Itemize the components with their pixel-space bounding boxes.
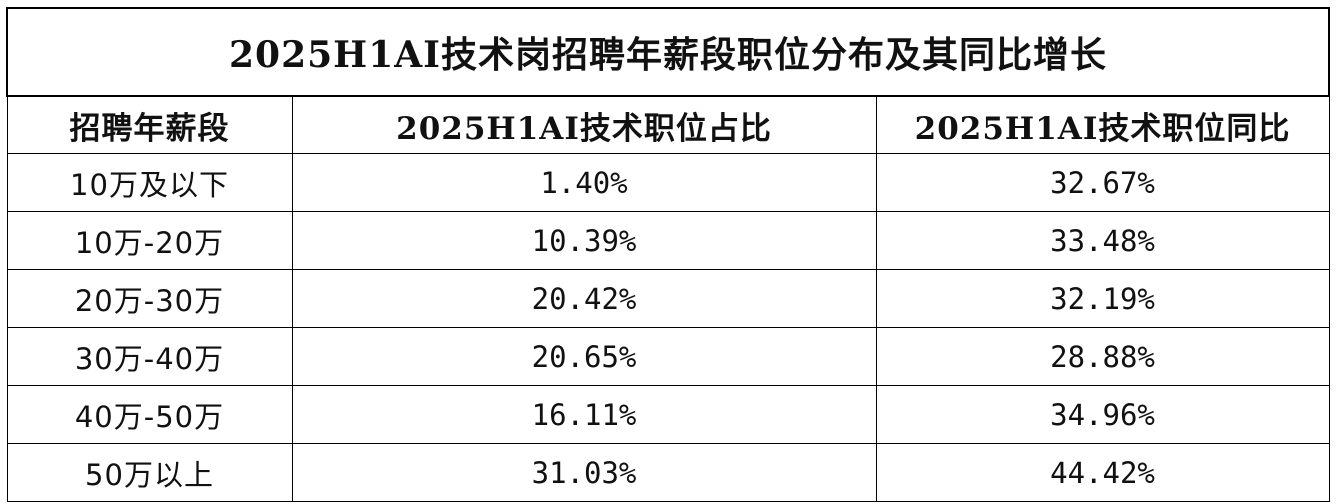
salary-band-cell[interactable]: 10万-20万 — [6, 211, 293, 270]
share-cell[interactable]: 31.03% — [291, 443, 877, 502]
yoy-cell[interactable]: 32.19% — [875, 269, 1330, 328]
table-title[interactable]: 2025H1AI技术岗招聘年薪段职位分布及其同比增长 — [6, 7, 1330, 97]
header-position-share[interactable]: 2025H1AI技术职位占比 — [291, 95, 877, 154]
table-row: 20万-30万 20.42% 32.19% — [6, 269, 1330, 328]
share-cell[interactable]: 1.40% — [291, 153, 877, 212]
table-row: 10万及以下 1.40% 32.67% — [6, 153, 1330, 212]
yoy-cell[interactable]: 34.96% — [875, 385, 1330, 444]
yoy-cell[interactable]: 44.42% — [875, 443, 1330, 502]
header-salary-band[interactable]: 招聘年薪段 — [6, 95, 293, 154]
title-row: 2025H1AI技术岗招聘年薪段职位分布及其同比增长 — [6, 7, 1330, 97]
table-row: 30万-40万 20.65% 28.88% — [6, 327, 1330, 386]
yoy-cell[interactable]: 33.48% — [875, 211, 1330, 270]
yoy-cell[interactable]: 28.88% — [875, 327, 1330, 386]
header-position-yoy[interactable]: 2025H1AI技术职位同比 — [875, 95, 1330, 154]
table-row: 50万以上 31.03% 44.42% — [6, 443, 1330, 502]
share-cell[interactable]: 10.39% — [291, 211, 877, 270]
table-row: 40万-50万 16.11% 34.96% — [6, 385, 1330, 444]
share-cell[interactable]: 16.11% — [291, 385, 877, 444]
salary-band-cell[interactable]: 50万以上 — [6, 443, 293, 502]
share-cell[interactable]: 20.65% — [291, 327, 877, 386]
yoy-cell[interactable]: 32.67% — [875, 153, 1330, 212]
salary-band-cell[interactable]: 20万-30万 — [6, 269, 293, 328]
salary-band-cell[interactable]: 10万及以下 — [6, 153, 293, 212]
header-row: 招聘年薪段 2025H1AI技术职位占比 2025H1AI技术职位同比 — [6, 95, 1330, 154]
salary-band-cell[interactable]: 40万-50万 — [6, 385, 293, 444]
salary-distribution-table: 2025H1AI技术岗招聘年薪段职位分布及其同比增长 招聘年薪段 2025H1A… — [6, 7, 1330, 502]
salary-band-cell[interactable]: 30万-40万 — [6, 327, 293, 386]
table-row: 10万-20万 10.39% 33.48% — [6, 211, 1330, 270]
share-cell[interactable]: 20.42% — [291, 269, 877, 328]
